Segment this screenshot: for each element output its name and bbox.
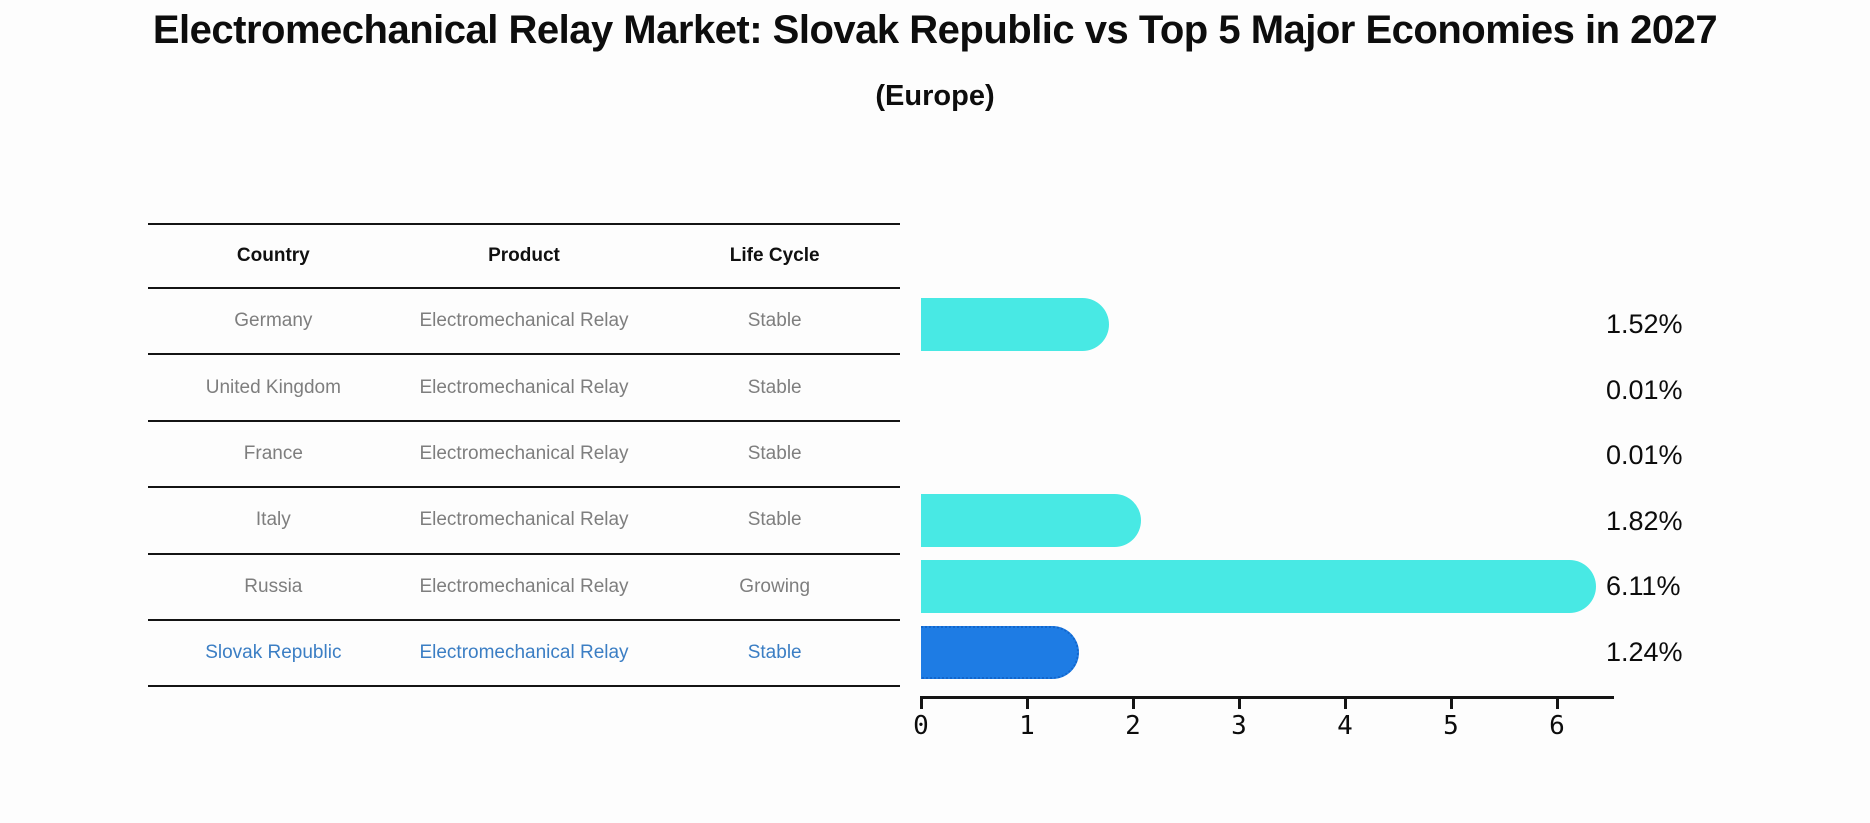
table-row-germany: Germany Electromechanical Relay Stable xyxy=(148,289,900,356)
cell-life-cycle: Growing xyxy=(739,575,811,597)
value-label-italy: 1.82% xyxy=(1606,505,1683,536)
value-label-germany: 1.52% xyxy=(1606,309,1683,339)
cell-product: Electromechanical Relay xyxy=(419,310,629,332)
x-axis-tick-label-6: 6 xyxy=(1549,711,1565,741)
cell-product: Electromechanical Relay xyxy=(419,509,629,531)
x-axis xyxy=(920,696,1614,699)
cell-country: France xyxy=(243,442,303,464)
bar-slovak-republic xyxy=(921,625,1080,679)
table-header-row: Country Product Life Cycle xyxy=(148,223,900,289)
cell-life-cycle: Stable xyxy=(747,642,802,664)
chart-title: Electromechanical Relay Market: Slovak R… xyxy=(152,8,1718,52)
column-header-product: Product xyxy=(488,245,560,266)
x-axis-tick-label-1: 1 xyxy=(1019,711,1035,741)
table-row-france: France Electromechanical Relay Stable xyxy=(148,422,900,489)
x-axis-tick-5 xyxy=(1450,699,1453,709)
value-label-france: 0.01% xyxy=(1606,440,1683,471)
x-axis-tick-4 xyxy=(1344,699,1347,709)
x-axis-tick-3 xyxy=(1238,699,1241,709)
cell-country: United Kingdom xyxy=(205,376,341,398)
x-axis-tick-2 xyxy=(1132,699,1135,709)
cell-life-cycle: Stable xyxy=(747,310,802,332)
table-row-italy: Italy Electromechanical Relay Stable xyxy=(148,488,900,555)
cell-country: Italy xyxy=(255,509,291,531)
x-axis-tick-label-4: 4 xyxy=(1337,711,1353,741)
cell-country: Russia xyxy=(244,575,303,597)
x-axis-tick-1 xyxy=(1026,699,1029,709)
x-axis-tick-label-3: 3 xyxy=(1231,711,1247,741)
table-row-united-kingdom: United Kingdom Electromechanical Relay Sta… xyxy=(148,355,900,422)
cell-country: Slovak Republic xyxy=(205,642,342,664)
cell-life-cycle: Stable xyxy=(747,376,802,398)
x-axis-tick-label-0: 0 xyxy=(913,711,929,741)
x-axis-tick-6 xyxy=(1556,699,1559,709)
cell-product: Electromechanical Relay xyxy=(419,442,629,464)
table-body: Germany Electromechanical Relay Stable Unit… xyxy=(148,289,900,688)
column-header-country: Country xyxy=(236,245,310,266)
cell-product: Electromechanical Relay xyxy=(419,376,629,398)
table-row-russia: Russia Electromechanical Relay Growing xyxy=(148,555,900,621)
table-row-slovak-republic: Slovak Republic Electromechanical Relay St… xyxy=(148,621,900,688)
x-axis-tick-0 xyxy=(920,699,923,709)
cell-product: Electromechanical Relay xyxy=(419,575,629,597)
cell-country: Germany xyxy=(234,310,313,332)
cell-life-cycle: Stable xyxy=(747,442,802,464)
x-axis-tick-label-5: 5 xyxy=(1443,711,1459,741)
value-label-slovak-republic: 1.24% xyxy=(1606,637,1683,667)
country-table: Country Product Life Cycle Germany Electr… xyxy=(148,223,900,688)
bar-russia xyxy=(921,559,1596,613)
cell-product: Electromechanical Relay xyxy=(419,642,629,664)
value-label-russia: 6.11% xyxy=(1606,571,1681,602)
column-header-life-cycle: Life Cycle xyxy=(729,245,820,266)
bar-germany xyxy=(921,297,1110,351)
cell-life-cycle: Stable xyxy=(747,509,802,531)
x-axis-tick-label-2: 2 xyxy=(1125,711,1141,741)
bar-italy xyxy=(921,494,1141,548)
chart-subtitle: (Europe) xyxy=(875,80,995,112)
value-label-united-kingdom: 0.01% xyxy=(1606,374,1683,405)
